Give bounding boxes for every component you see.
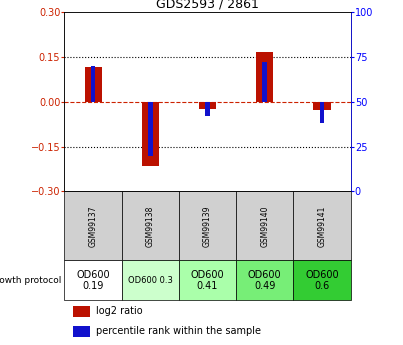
Bar: [73, 326, 90, 337]
Text: GSM99141: GSM99141: [318, 205, 326, 247]
Bar: [64, 260, 122, 300]
Bar: [199, 102, 216, 109]
Bar: [320, 102, 324, 123]
Bar: [293, 191, 351, 260]
Text: GSM99138: GSM99138: [146, 205, 155, 247]
Bar: [122, 260, 179, 300]
Text: GSM99140: GSM99140: [260, 205, 269, 247]
Title: GDS2593 / 2861: GDS2593 / 2861: [156, 0, 259, 11]
Bar: [142, 102, 159, 166]
Bar: [314, 102, 330, 110]
Bar: [91, 66, 96, 102]
Text: OD600
0.49: OD600 0.49: [248, 269, 282, 291]
Bar: [64, 191, 122, 260]
Bar: [179, 260, 236, 300]
Bar: [293, 260, 351, 300]
Bar: [179, 191, 236, 260]
Text: OD600
0.19: OD600 0.19: [76, 269, 110, 291]
Text: OD600 0.3: OD600 0.3: [128, 276, 173, 285]
Text: growth protocol: growth protocol: [0, 276, 62, 285]
Bar: [236, 191, 293, 260]
Text: log2 ratio: log2 ratio: [96, 306, 143, 316]
Text: OD600
0.41: OD600 0.41: [191, 269, 224, 291]
Text: GSM99139: GSM99139: [203, 205, 212, 247]
Text: percentile rank within the sample: percentile rank within the sample: [96, 326, 261, 336]
Bar: [73, 306, 90, 317]
Text: GSM99137: GSM99137: [89, 205, 98, 247]
Bar: [262, 62, 267, 102]
Bar: [205, 102, 210, 116]
Bar: [148, 102, 153, 156]
Text: OD600
0.6: OD600 0.6: [305, 269, 339, 291]
Bar: [256, 52, 273, 102]
Bar: [85, 67, 102, 102]
Bar: [122, 191, 179, 260]
Bar: [236, 260, 293, 300]
